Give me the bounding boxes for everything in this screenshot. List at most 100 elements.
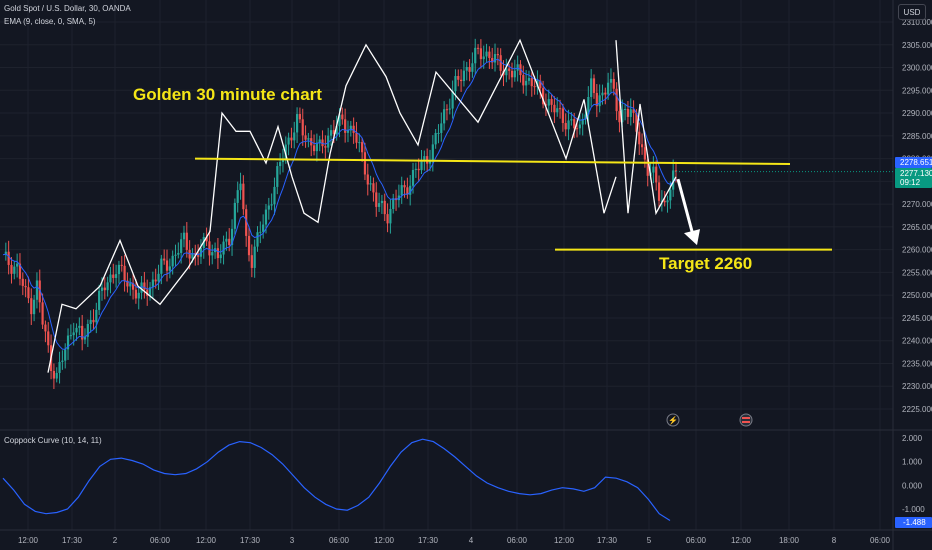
candle-body [41,302,44,325]
candle [655,160,658,191]
candle-body [47,331,50,346]
candle [146,279,149,306]
candle-body [131,283,135,290]
candle-body [199,247,203,257]
candle-body [431,144,434,161]
candle [30,288,33,325]
candle-body [618,111,621,123]
candle-body [457,75,460,80]
candle [459,69,463,92]
candle-body [621,109,624,123]
candle [392,193,395,214]
flag-stripe [742,421,750,423]
candle-body [471,63,474,72]
candle-body [103,287,106,291]
candle-body [228,238,231,245]
candle-body [211,252,214,256]
candle [129,278,132,296]
candle-body [570,119,573,121]
candle [18,253,22,286]
candle [609,68,613,94]
candle [219,244,222,264]
candle [83,328,87,345]
candle [174,244,177,267]
candle [624,103,627,121]
candle-body [171,255,174,267]
flash-event-circle [666,413,680,427]
candle-body [295,114,299,133]
candle-body [468,67,471,72]
candle [312,134,316,156]
candle [587,86,590,125]
candle [626,101,630,125]
currency-button[interactable]: USD [898,4,926,20]
candle [4,242,7,261]
time-tick-label: 8 [832,536,837,545]
candle-body [55,372,58,379]
candle [307,132,310,148]
candle-body [454,75,457,92]
candle-body [109,274,112,283]
candle [301,108,304,146]
candle-body [629,109,632,117]
candle [148,282,152,301]
candle [168,258,171,279]
time-tick-label: 06:00 [870,536,891,545]
candle [505,58,508,83]
candle-body [341,114,344,120]
candle-body [652,166,655,173]
candle [61,350,64,370]
candle-body [64,349,67,361]
candle-body [496,54,499,56]
candle-body [92,319,95,323]
candle [443,101,446,131]
candle-body [267,205,270,210]
candle [468,59,471,82]
candle-body [476,47,480,49]
candle [349,120,352,137]
candle [527,70,531,85]
candle [595,84,598,118]
candle [329,124,333,146]
candle [216,238,220,269]
candle-body [553,104,556,113]
candle-body [493,54,497,63]
candle-body [632,109,635,113]
candle [598,84,601,113]
candle-body [607,82,610,95]
candle [462,60,466,87]
candle-body [643,147,646,160]
ema-badge-bg [895,157,932,168]
candle [33,294,36,322]
candle [157,264,160,291]
candle [106,276,109,297]
candle-body [655,166,658,183]
candle-body [462,70,466,82]
candle-body [544,104,548,106]
candle [434,129,437,149]
candle [607,72,610,100]
candle [666,195,669,213]
candle-body [16,263,19,267]
candle [465,61,468,81]
candle [445,104,449,121]
candle [578,114,581,135]
candle-body [590,78,593,97]
candle-body [35,280,39,300]
candle-body [120,264,123,266]
candle-body [595,92,598,107]
candle-body [443,109,446,124]
candle [604,87,607,105]
candle-body [541,88,545,105]
candle-body [485,51,488,57]
flash-event-icon: ⚡ [666,413,680,427]
candle-body [646,159,649,176]
price-tick-label: 2300.000 [902,64,932,73]
candle-body [327,135,330,148]
candle-body [567,120,570,130]
candle-body [669,189,672,201]
candle-body [298,114,302,120]
candle [58,351,61,384]
chart-annotation-title: Golden 30 minute chart [133,85,322,104]
